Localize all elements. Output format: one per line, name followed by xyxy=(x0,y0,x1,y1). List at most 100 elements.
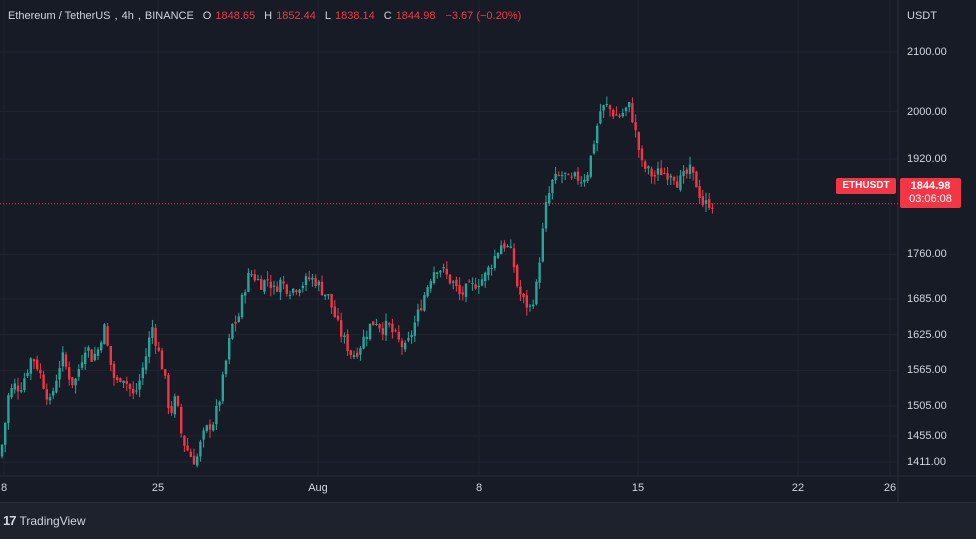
candle xyxy=(663,167,666,175)
candle xyxy=(100,340,103,353)
candle xyxy=(381,322,384,341)
legend-exchange: BINANCE xyxy=(144,10,194,22)
candle xyxy=(52,387,55,400)
candle xyxy=(74,377,77,394)
candle xyxy=(640,145,644,167)
candle xyxy=(128,383,132,397)
last-price-symbol-tag: ETHUSDT xyxy=(836,178,896,194)
candle xyxy=(240,292,244,320)
candle xyxy=(39,363,42,379)
candle xyxy=(180,403,183,438)
candle xyxy=(548,186,551,206)
candle xyxy=(45,383,48,405)
candle xyxy=(372,321,375,326)
x-tick-label: 8 xyxy=(475,482,483,494)
candle xyxy=(244,289,247,304)
candle xyxy=(528,304,532,312)
candle xyxy=(621,108,624,118)
candle xyxy=(423,292,426,312)
candle xyxy=(682,165,685,184)
candle xyxy=(400,338,404,355)
candle xyxy=(368,323,372,341)
candle xyxy=(487,265,490,281)
y-tick-label: 1411.00 xyxy=(907,456,946,468)
candle xyxy=(215,399,218,430)
price-scale-currency[interactable]: USDT xyxy=(907,10,937,22)
candle xyxy=(458,277,461,301)
candle xyxy=(103,322,106,345)
candle xyxy=(160,347,164,370)
candle xyxy=(704,192,708,212)
candle xyxy=(679,169,682,192)
candle xyxy=(208,419,212,438)
candle xyxy=(253,269,256,283)
candle xyxy=(356,347,359,359)
candle xyxy=(439,270,442,278)
candle xyxy=(650,166,653,184)
last-price-tag: 1844.98 03:06:08 xyxy=(900,178,961,208)
candle xyxy=(340,312,343,343)
candle xyxy=(455,276,458,292)
candle xyxy=(84,346,87,370)
tradingview-wordmark: TradingView xyxy=(19,513,86,528)
candle xyxy=(228,333,231,364)
candle xyxy=(132,381,135,400)
candle xyxy=(525,289,528,316)
candle xyxy=(186,438,189,452)
candle xyxy=(656,161,660,182)
candle xyxy=(644,159,647,173)
candle xyxy=(320,275,324,296)
candle xyxy=(330,293,333,314)
y-tick-label: 1920.00 xyxy=(907,153,947,166)
candle xyxy=(388,322,391,328)
candle xyxy=(634,114,637,138)
candle xyxy=(20,382,23,394)
legend-close: 1844.98 xyxy=(395,10,436,22)
candle xyxy=(295,289,298,295)
candle xyxy=(708,192,711,210)
candle xyxy=(378,323,381,333)
candle xyxy=(260,275,263,290)
candle xyxy=(167,372,170,415)
candle xyxy=(68,361,71,386)
x-tick-label: 8 xyxy=(0,482,8,494)
candle xyxy=(436,271,439,279)
last-price-value: 1844.98 xyxy=(910,180,951,192)
candle xyxy=(490,264,493,276)
candle xyxy=(413,315,416,343)
candle xyxy=(288,290,292,300)
candle xyxy=(375,318,378,326)
candle xyxy=(55,374,58,394)
y-tick-label: 1625.00 xyxy=(907,328,947,341)
candle xyxy=(272,280,276,295)
candle xyxy=(420,299,423,312)
legend-low-label: L xyxy=(324,10,331,22)
candle xyxy=(500,240,503,255)
y-tick-label: 1760.00 xyxy=(907,248,947,261)
candle xyxy=(509,239,512,249)
candles xyxy=(0,96,714,468)
legend-change: −3.67 (−0.20%) xyxy=(445,10,522,22)
candle xyxy=(407,331,410,343)
candle xyxy=(212,421,215,432)
y-tick-label: 1505.00 xyxy=(907,400,947,413)
tradingview-logo[interactable]: 17 TradingView xyxy=(3,513,86,528)
symbol-legend[interactable]: Ethereum / TetherUS, 4h, BINANCE O 1848.6… xyxy=(8,10,522,22)
y-tick-label: 2100.00 xyxy=(907,46,947,58)
candle xyxy=(77,364,80,381)
candle xyxy=(397,325,400,343)
candle xyxy=(477,278,480,294)
candle xyxy=(394,328,397,333)
candle xyxy=(496,252,500,260)
candle xyxy=(362,329,365,350)
candle xyxy=(416,303,420,327)
candle xyxy=(199,439,202,462)
tradingview-mark-icon: 17 xyxy=(3,513,17,528)
candle xyxy=(42,370,45,390)
candle xyxy=(512,243,516,273)
candle xyxy=(506,244,509,248)
legend-open-label: O xyxy=(202,10,212,22)
legend-symbol: Ethereum / TetherUS xyxy=(8,10,111,22)
candle xyxy=(701,189,704,208)
